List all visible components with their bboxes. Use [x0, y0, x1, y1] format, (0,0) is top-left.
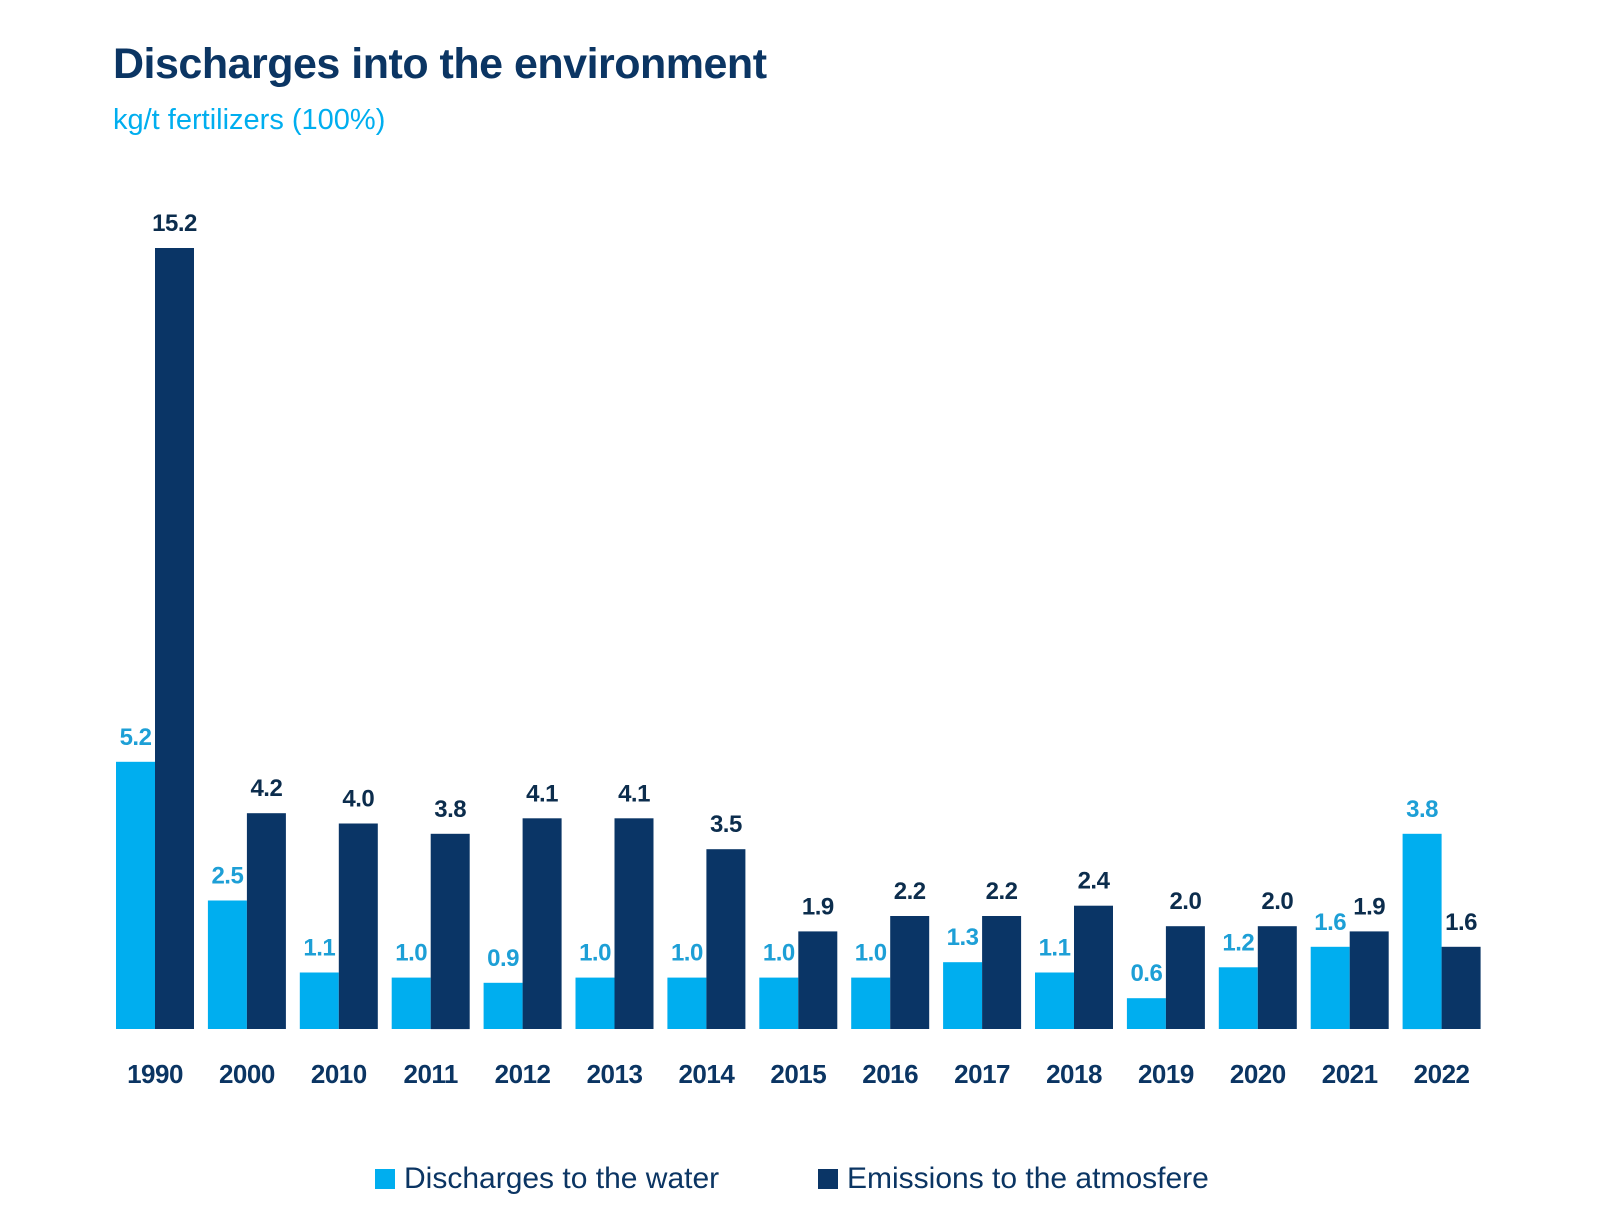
value-label-atmosphere-2013: 4.1	[618, 780, 650, 807]
bar-chart: 5.2 15.2 2.5 4.2 1.1 4.0 1.0 3.8 0.9 4.1 1.0 4.1 1.0…	[116, 210, 1481, 1089]
category-label-2017: 2017	[954, 1059, 1010, 1089]
value-label-water-2022: 3.8	[1406, 796, 1438, 823]
value-label-atmosphere-2014: 3.5	[710, 811, 742, 838]
value-label-water-2011: 1.0	[395, 940, 427, 967]
bar-water-2018	[1035, 972, 1074, 1029]
bar-water-2016	[851, 977, 891, 1029]
category-label-2011: 2011	[403, 1059, 457, 1089]
chart-title: Discharges into the environment	[113, 40, 767, 88]
bar-atmosphere-2012	[522, 818, 562, 1029]
legend-item-atmosphere: Emissions to the atmosfere	[818, 1162, 1209, 1196]
bar-water-2017	[943, 962, 983, 1029]
value-label-water-1990: 5.2	[120, 724, 152, 751]
chart-subtitle: kg/t fertilizers (100%)	[113, 104, 386, 136]
bar-atmosphere-2013	[614, 818, 654, 1029]
bar-water-2021	[1310, 946, 1350, 1029]
value-label-water-2017: 1.3	[947, 924, 979, 951]
bar-atmosphere-2021	[1349, 931, 1389, 1029]
value-label-water-2018: 1.1	[1039, 935, 1071, 962]
bar-atmosphere-2017	[982, 916, 1022, 1029]
bar-atmosphere-1990	[155, 248, 194, 1029]
bar-water-2014	[667, 977, 707, 1029]
category-label-2021: 2021	[1322, 1059, 1378, 1089]
category-label-1990: 1990	[127, 1059, 183, 1089]
value-label-water-2010: 1.1	[303, 935, 335, 962]
bar-water-2000	[207, 900, 247, 1029]
category-label-2016: 2016	[862, 1059, 918, 1089]
value-label-atmosphere-2020: 2.0	[1261, 888, 1293, 915]
value-label-water-2020: 1.2	[1222, 929, 1254, 956]
bar-water-1990	[116, 761, 155, 1029]
bar-water-2010	[299, 972, 339, 1029]
category-label-2022: 2022	[1414, 1059, 1470, 1089]
bar-water-2020	[1218, 967, 1258, 1029]
value-label-atmosphere-2010: 4.0	[342, 786, 374, 813]
bar-water-2019	[1126, 998, 1166, 1029]
bar-atmosphere-2015	[798, 931, 838, 1029]
value-label-water-2000: 2.5	[211, 863, 243, 890]
bar-water-2011	[391, 977, 431, 1029]
bar-atmosphere-2011	[430, 833, 470, 1030]
legend-label-water: Discharges to the water	[404, 1162, 720, 1195]
value-label-atmosphere-1990: 15.2	[152, 210, 197, 237]
value-label-water-2014: 1.0	[671, 940, 703, 967]
value-label-water-2019: 0.6	[1130, 960, 1162, 987]
category-label-2000: 2000	[219, 1059, 275, 1089]
legend-swatch-atmosphere	[818, 1169, 838, 1189]
bar-atmosphere-2018	[1074, 905, 1113, 1029]
category-label-2014: 2014	[678, 1059, 735, 1089]
bar-atmosphere-2022	[1441, 946, 1481, 1029]
bar-atmosphere-2014	[706, 849, 746, 1029]
legend-label-atmosphere: Emissions to the atmosfere	[847, 1162, 1209, 1195]
category-label-2013: 2013	[587, 1059, 643, 1089]
value-label-atmosphere-2021: 1.9	[1353, 893, 1385, 920]
legend: Discharges to the water Emissions to the…	[0, 1162, 1600, 1202]
value-label-atmosphere-2012: 4.1	[526, 780, 558, 807]
category-label-2020: 2020	[1230, 1059, 1286, 1089]
value-label-atmosphere-2022: 1.6	[1445, 909, 1477, 936]
value-label-water-2013: 1.0	[579, 940, 611, 967]
bar-water-2012	[483, 982, 523, 1029]
value-label-atmosphere-2017: 2.2	[986, 878, 1018, 905]
bar-water-2022	[1402, 833, 1442, 1030]
value-label-atmosphere-2015: 1.9	[802, 893, 834, 920]
bar-water-2013	[575, 977, 615, 1029]
bar-atmosphere-2019	[1165, 926, 1205, 1029]
value-label-water-2012: 0.9	[487, 945, 519, 972]
bar-atmosphere-2000	[246, 813, 286, 1029]
bar-atmosphere-2010	[338, 823, 378, 1029]
value-label-water-2021: 1.6	[1314, 909, 1346, 936]
category-label-2018: 2018	[1046, 1059, 1102, 1089]
category-label-2019: 2019	[1138, 1059, 1194, 1089]
value-label-water-2015: 1.0	[763, 940, 795, 967]
legend-swatch-water	[375, 1169, 395, 1189]
value-label-atmosphere-2019: 2.0	[1169, 888, 1201, 915]
category-label-2015: 2015	[770, 1059, 826, 1089]
bar-atmosphere-2016	[890, 916, 930, 1029]
bar-atmosphere-2020	[1257, 926, 1297, 1029]
value-label-atmosphere-2018: 2.4	[1078, 868, 1111, 895]
bars-group	[116, 248, 1481, 1030]
value-label-atmosphere-2011: 3.8	[434, 796, 466, 823]
category-label-2012: 2012	[495, 1059, 551, 1089]
category-label-2010: 2010	[311, 1059, 367, 1089]
legend-item-water: Discharges to the water	[375, 1162, 719, 1196]
value-label-atmosphere-2000: 4.2	[250, 775, 282, 802]
bar-water-2015	[759, 977, 799, 1029]
value-label-atmosphere-2016: 2.2	[894, 878, 926, 905]
value-labels-group: 5.2 15.2 2.5 4.2 1.1 4.0 1.0 3.8 0.9 4.1 1.0 4.1 1.0…	[120, 210, 1478, 987]
value-label-water-2016: 1.0	[855, 940, 887, 967]
category-labels-group: 1990 2000 2010 2011 2012 2013 2014 2015 2016 2017…	[127, 1059, 1470, 1089]
